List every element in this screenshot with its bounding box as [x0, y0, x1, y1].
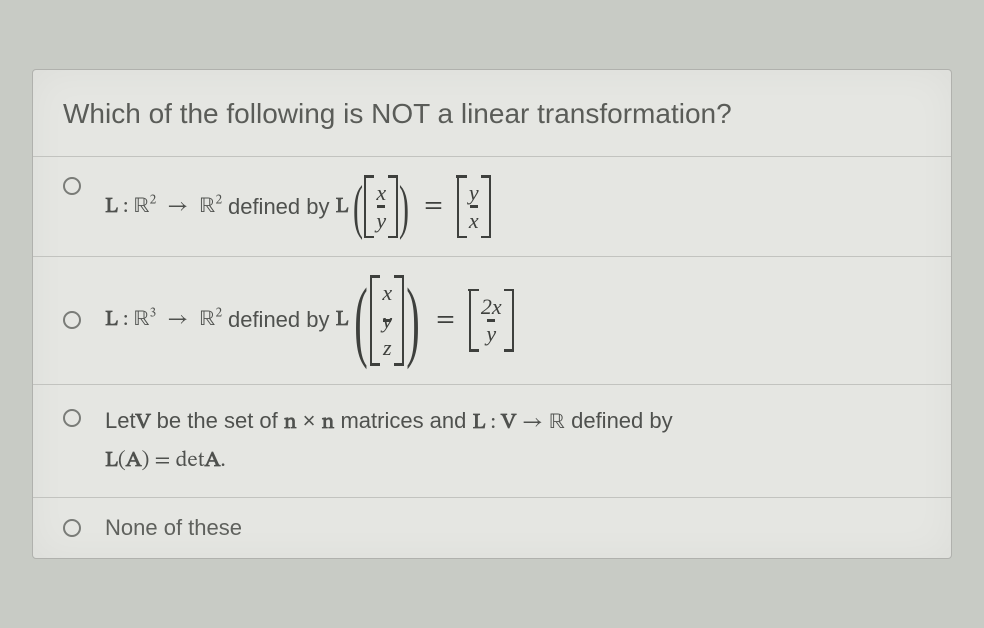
option-a-body: L : ℝ2 → ℝ2 defined by L ( x y ) =	[105, 175, 921, 238]
question-card: Which of the following is NOT a linear t…	[32, 69, 952, 559]
radio-icon[interactable]	[63, 409, 81, 427]
option-b-body: L : ℝ3 → ℝ2 defined by L ( x y z ) =	[105, 275, 921, 366]
radio-icon[interactable]	[63, 519, 81, 537]
options-list: L : ℝ2 → ℝ2 defined by L ( x y ) =	[33, 157, 951, 558]
option-d[interactable]: None of these	[33, 498, 951, 558]
sym-L: L	[105, 196, 118, 218]
option-c-body: LetV be the set of n × n matrices and L …	[105, 403, 921, 479]
radio-icon[interactable]	[63, 311, 81, 329]
option-b[interactable]: L : ℝ3 → ℝ2 defined by L ( x y z ) =	[33, 257, 951, 385]
option-b-output-vector: 2x y	[469, 289, 514, 352]
option-a[interactable]: L : ℝ2 → ℝ2 defined by L ( x y ) =	[33, 157, 951, 257]
option-a-input-vector: ( x y )	[352, 175, 410, 238]
option-d-body: None of these	[105, 515, 921, 541]
question-text: Which of the following is NOT a linear t…	[33, 70, 951, 157]
option-c[interactable]: LetV be the set of n × n matrices and L …	[33, 385, 951, 498]
option-a-output-vector: y x	[457, 175, 491, 238]
option-b-input-vector: ( x y z )	[352, 275, 422, 366]
radio-icon[interactable]	[63, 177, 81, 195]
